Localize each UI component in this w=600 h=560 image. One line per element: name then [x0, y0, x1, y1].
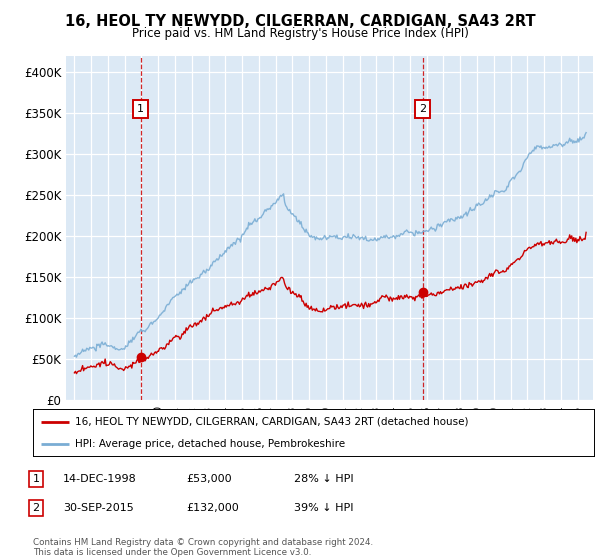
Text: 28% ↓ HPI: 28% ↓ HPI [294, 474, 353, 484]
Text: 1: 1 [32, 474, 40, 484]
Text: 30-SEP-2015: 30-SEP-2015 [63, 503, 134, 513]
Text: 16, HEOL TY NEWYDD, CILGERRAN, CARDIGAN, SA43 2RT (detached house): 16, HEOL TY NEWYDD, CILGERRAN, CARDIGAN,… [75, 417, 469, 427]
Text: 16, HEOL TY NEWYDD, CILGERRAN, CARDIGAN, SA43 2RT: 16, HEOL TY NEWYDD, CILGERRAN, CARDIGAN,… [65, 14, 535, 29]
Text: 14-DEC-1998: 14-DEC-1998 [63, 474, 137, 484]
Text: Price paid vs. HM Land Registry's House Price Index (HPI): Price paid vs. HM Land Registry's House … [131, 27, 469, 40]
Text: HPI: Average price, detached house, Pembrokeshire: HPI: Average price, detached house, Pemb… [75, 438, 345, 449]
Text: Contains HM Land Registry data © Crown copyright and database right 2024.
This d: Contains HM Land Registry data © Crown c… [33, 538, 373, 557]
Text: £132,000: £132,000 [186, 503, 239, 513]
Text: 2: 2 [32, 503, 40, 513]
Text: 2: 2 [419, 104, 426, 114]
Text: 39% ↓ HPI: 39% ↓ HPI [294, 503, 353, 513]
Text: £53,000: £53,000 [186, 474, 232, 484]
Text: 1: 1 [137, 104, 145, 114]
